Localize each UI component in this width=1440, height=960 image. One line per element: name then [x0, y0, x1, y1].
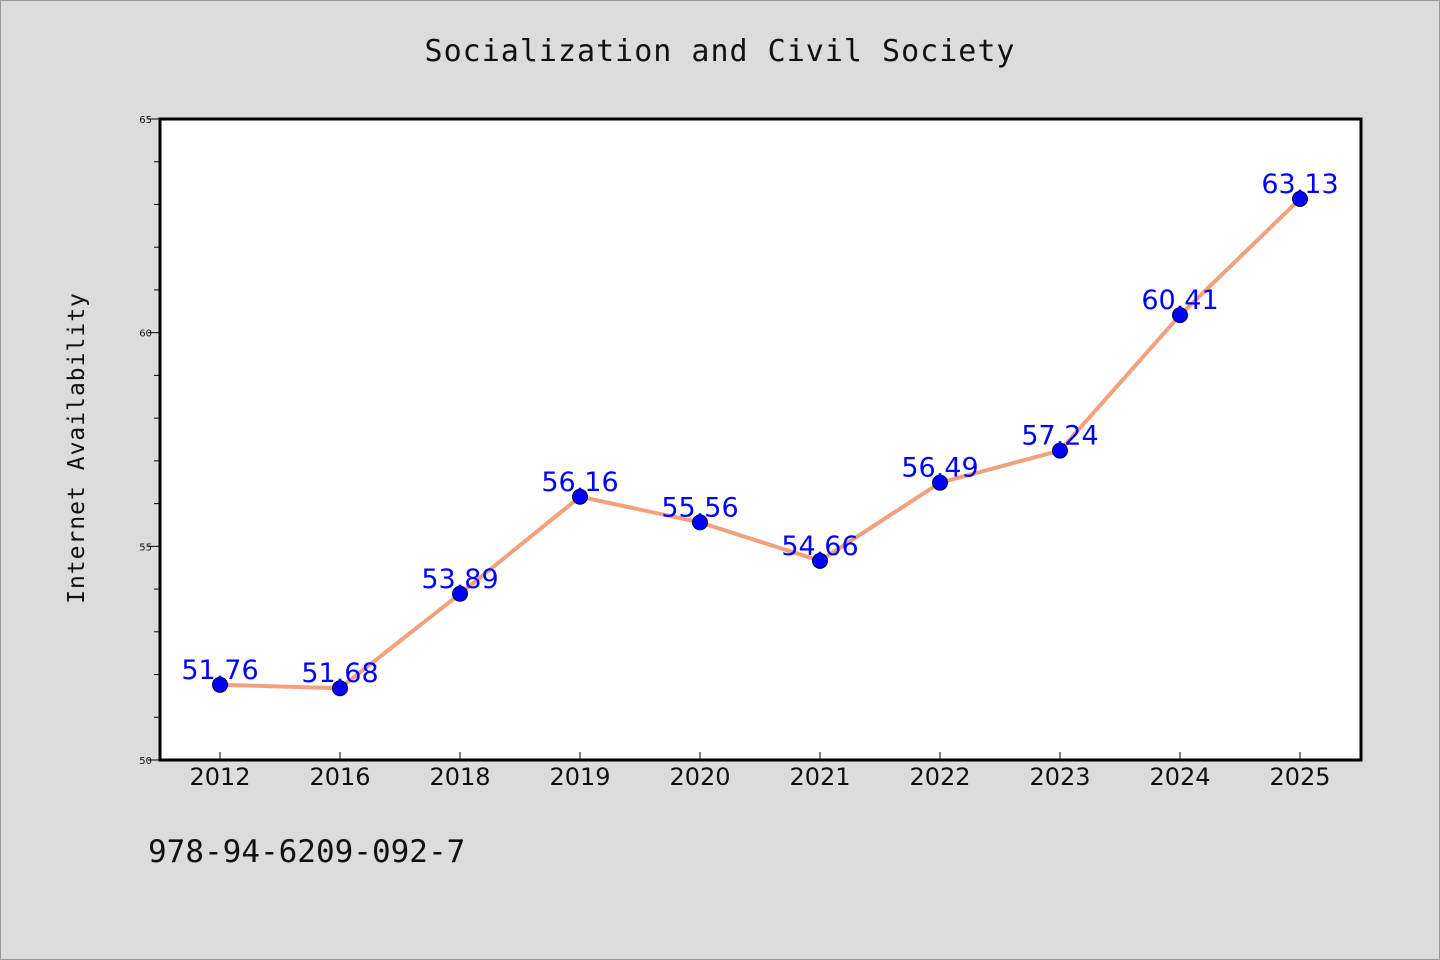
y-tick-label: 50 — [139, 756, 152, 767]
series-line — [218, 196, 1302, 691]
y-tick-label: 65 — [139, 115, 152, 126]
x-tick-label: 2021 — [789, 763, 850, 791]
data-label: 55.56 — [661, 492, 738, 523]
data-label: 60.41 — [1141, 285, 1218, 316]
data-point — [692, 514, 708, 531]
y-axis: 50 55 60 65 — [139, 115, 160, 767]
isbn-text: 978-94-6209-092-7 — [148, 834, 466, 870]
data-point — [1292, 190, 1308, 207]
x-tick-label: 2024 — [1149, 763, 1210, 791]
data-label: 53.89 — [421, 564, 498, 595]
x-axis: 2012 2016 2018 2019 2020 2021 2022 2023 2024 2025 — [189, 752, 1331, 791]
data-label: 56.49 — [901, 453, 978, 484]
y-tick-label: 55 — [139, 542, 152, 553]
chart-title: Socialization and Civil Society — [424, 34, 1016, 69]
x-tick-label: 2019 — [549, 763, 610, 791]
data-point — [1172, 307, 1188, 324]
data-label: 63.13 — [1261, 169, 1338, 200]
data-point — [212, 676, 228, 693]
data-point — [452, 585, 468, 602]
data-point — [1052, 442, 1068, 459]
x-tick-label: 2020 — [669, 763, 730, 791]
data-label: 54.66 — [781, 531, 858, 562]
y-tick-label: 60 — [139, 329, 152, 340]
data-point — [932, 474, 948, 491]
x-tick-label: 2022 — [909, 763, 970, 791]
data-point — [812, 552, 828, 569]
data-point — [332, 680, 348, 697]
x-tick-label: 2016 — [309, 763, 370, 791]
data-point — [572, 488, 588, 505]
data-label: 51.76 — [181, 655, 258, 686]
data-label: 51.68 — [301, 658, 378, 689]
x-tick-label: 2012 — [189, 763, 250, 791]
x-tick-label: 2025 — [1269, 763, 1330, 791]
data-label: 57.24 — [1021, 421, 1098, 452]
series: 51.76 51.68 53.89 56.16 55.56 54.66 56.49 57.24… — [181, 169, 1339, 697]
data-label: 56.16 — [541, 467, 618, 498]
x-tick-label: 2023 — [1029, 763, 1090, 791]
x-tick-label: 2018 — [429, 763, 490, 791]
plot-area — [158, 117, 1363, 762]
